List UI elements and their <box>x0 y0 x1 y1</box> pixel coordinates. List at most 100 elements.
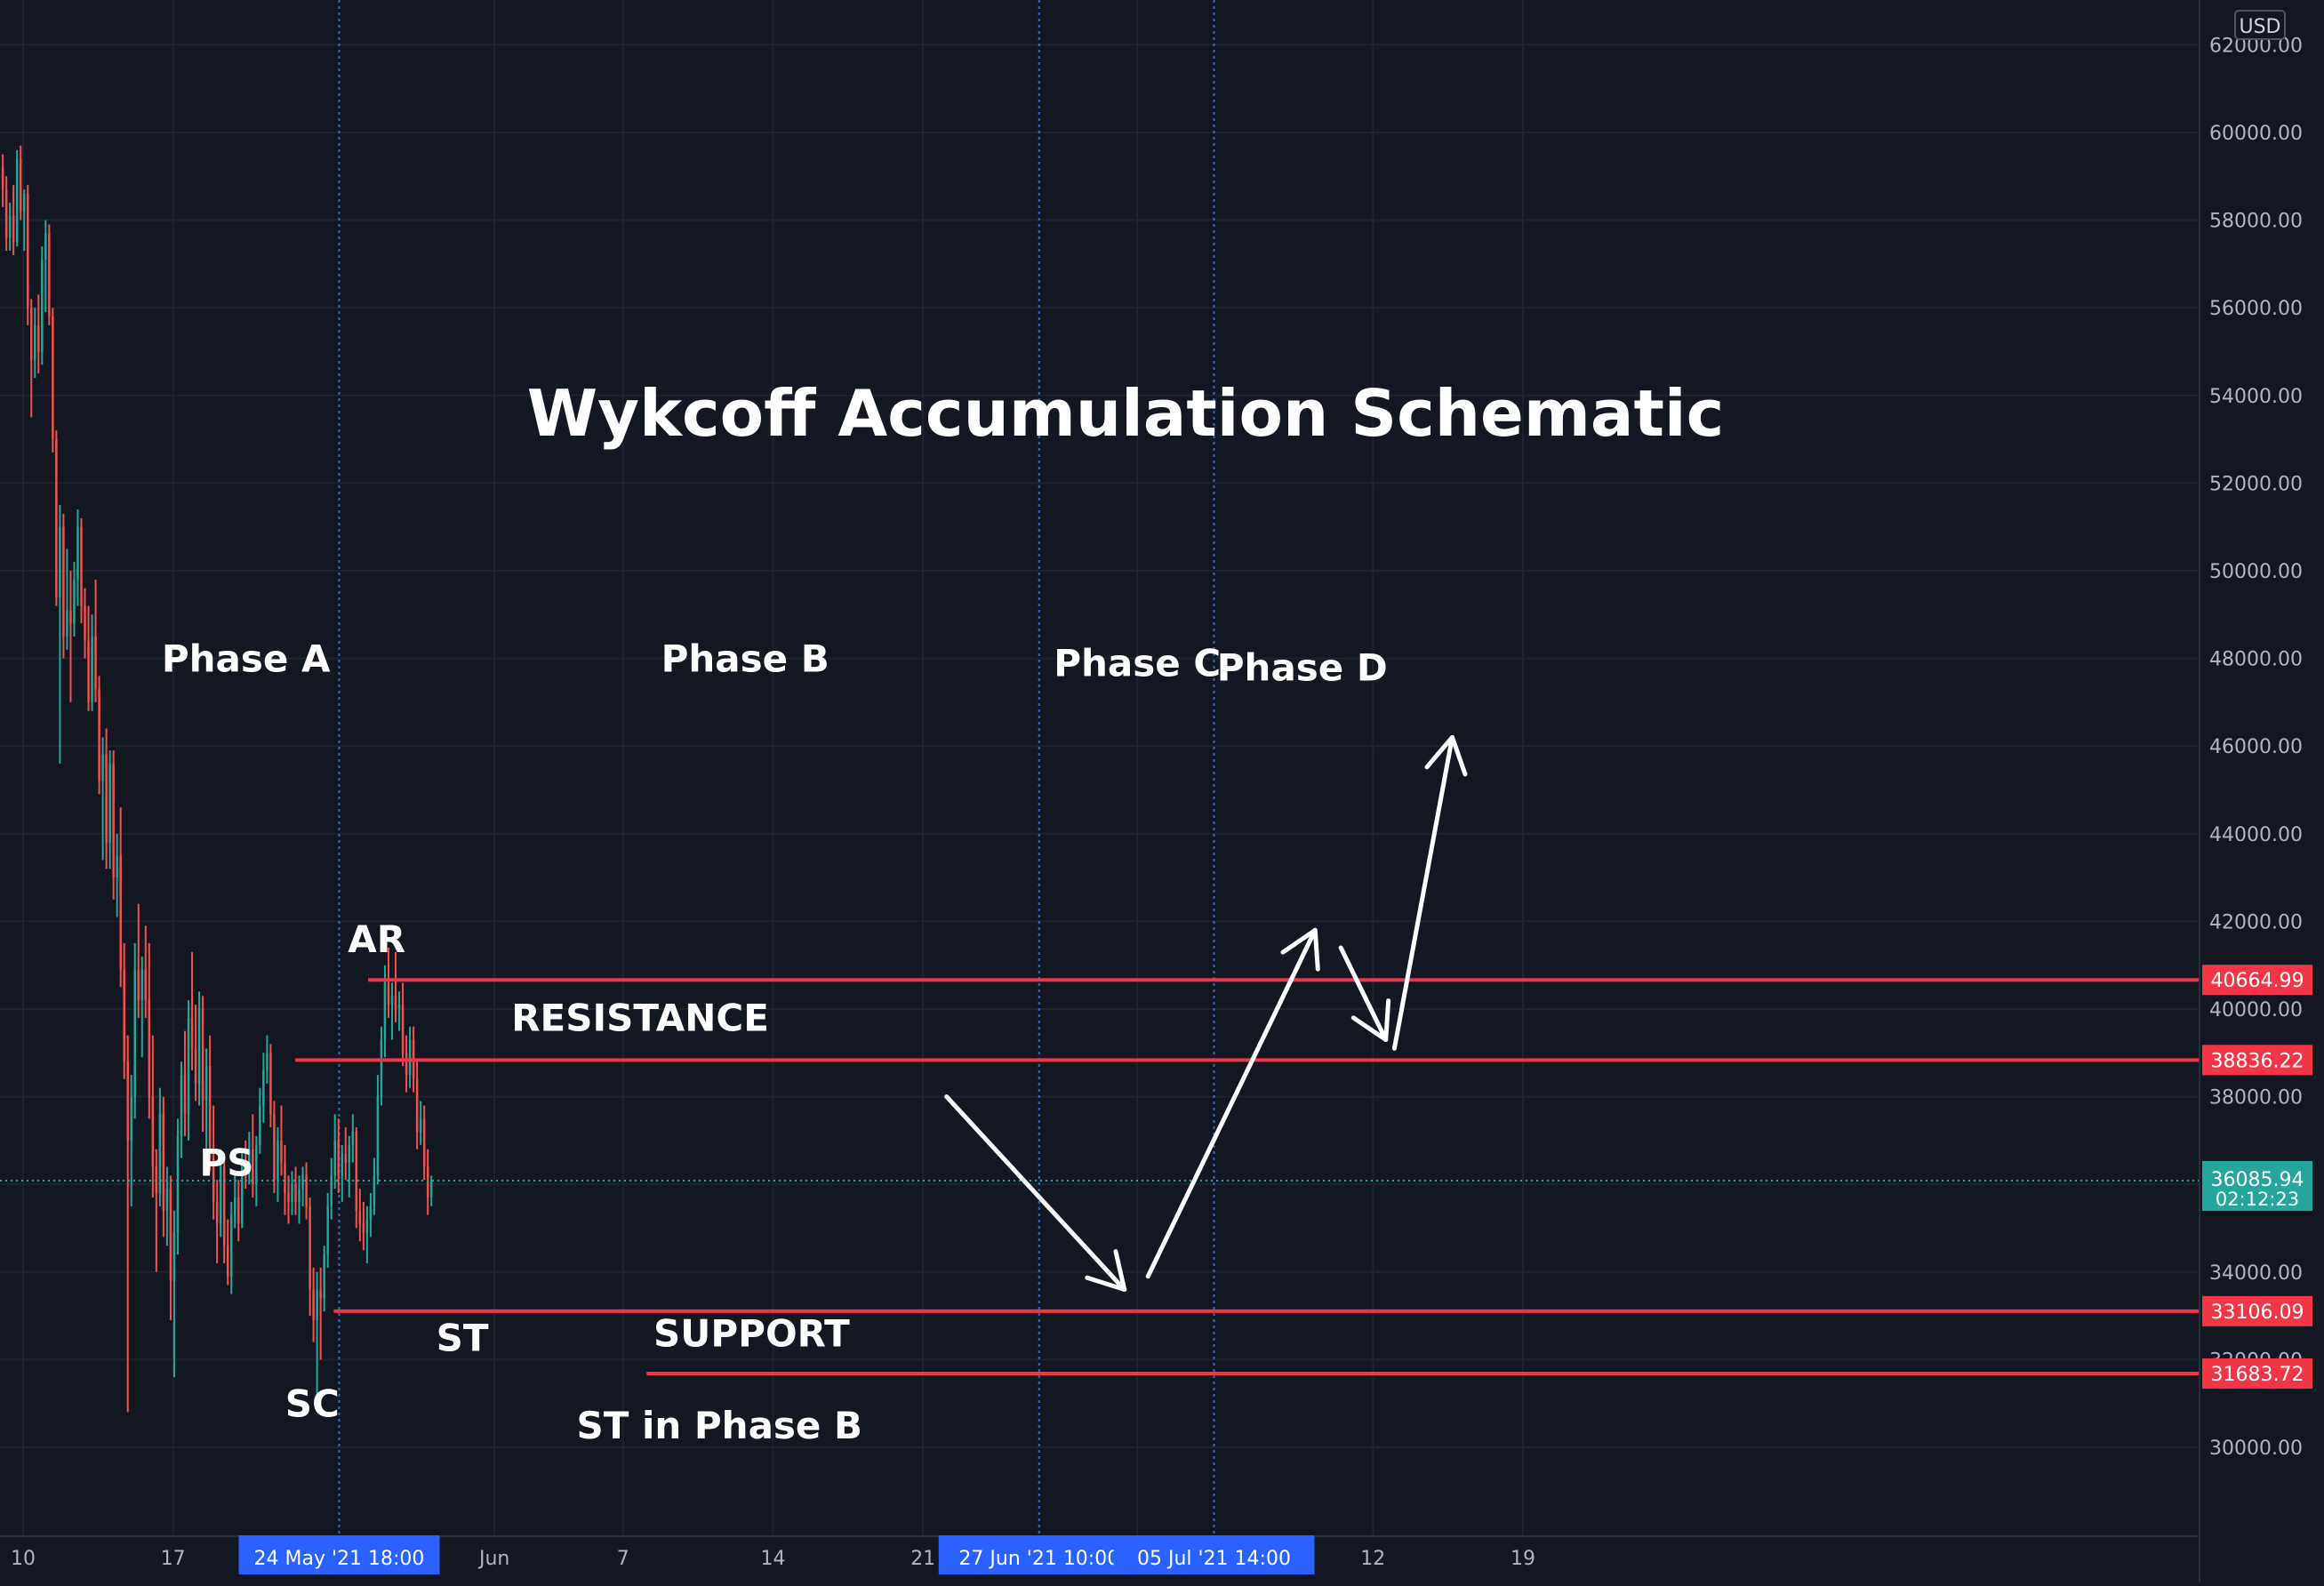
candle-body <box>280 1140 283 1163</box>
y-tick-label: 56000.00 <box>2209 298 2303 320</box>
candle-body <box>140 969 144 1001</box>
candle-body <box>204 1066 208 1101</box>
candle-body <box>194 1048 197 1084</box>
candle-body <box>4 189 8 238</box>
candle-body <box>84 605 86 641</box>
candle-body <box>309 1206 311 1290</box>
candle-body <box>284 1162 286 1194</box>
candle-body <box>362 1223 365 1233</box>
candle-body <box>259 1105 261 1145</box>
candle-body <box>41 259 44 352</box>
candle-body <box>101 755 104 781</box>
candle-body <box>180 1074 183 1136</box>
y-tick-label: 30000.00 <box>2209 1438 2303 1460</box>
candle-body <box>348 1144 351 1163</box>
candle-body <box>137 969 140 1001</box>
candle-body <box>298 1189 301 1202</box>
price-level-badge <box>2202 1358 2312 1389</box>
candle-body <box>37 324 40 352</box>
horizontal-levels <box>295 978 2200 1375</box>
y-tick-label: 38000.00 <box>2209 1087 2303 1109</box>
annotation-label: ST <box>437 1317 489 1360</box>
y-tick-label: 58000.00 <box>2209 211 2303 233</box>
candle-body <box>108 763 111 843</box>
arrow-shaft <box>1338 945 1389 1043</box>
candle-body <box>158 1114 162 1194</box>
candle-body <box>380 1039 383 1097</box>
candle-body <box>405 1053 408 1075</box>
candle-body <box>44 233 47 260</box>
annotation-label: Phase D <box>1217 645 1388 689</box>
y-tick-label: 48000.00 <box>2209 649 2303 671</box>
time-marker-badge <box>938 1535 1140 1574</box>
y-tick-label: 42000.00 <box>2209 911 2303 933</box>
current-price-badge <box>2202 1160 2312 1211</box>
candle-body <box>59 526 61 597</box>
candle-body <box>248 1149 251 1172</box>
candle-body <box>69 610 72 624</box>
candle-body <box>401 1005 405 1053</box>
candle-body <box>351 1132 355 1145</box>
candle-body <box>376 1096 380 1176</box>
candle-body <box>383 982 387 1040</box>
candle-body <box>333 1140 336 1176</box>
candle-body <box>337 1140 340 1176</box>
candle-body <box>123 969 125 1062</box>
candle-body <box>55 439 58 597</box>
annotation-label: SC <box>285 1382 340 1425</box>
candle-body <box>15 158 19 243</box>
candle-body <box>373 1175 376 1206</box>
candle-body <box>397 1005 401 1009</box>
candle-body <box>26 194 29 308</box>
time-marker-label: 27 Jun '21 10:00 <box>958 1548 1119 1570</box>
candle-body <box>73 579 76 624</box>
currency-badge[interactable]: USD <box>2234 10 2286 40</box>
candle-body <box>8 215 12 238</box>
candle-body <box>48 233 51 317</box>
price-level-badge <box>2202 965 2312 996</box>
candle-body <box>94 636 97 690</box>
annotation-label: RESISTANCE <box>511 997 769 1040</box>
candle-body <box>330 1175 333 1206</box>
price-level-label: 33106.09 <box>2211 1302 2304 1324</box>
candle-body <box>287 1193 290 1202</box>
arrow-head <box>1085 1249 1127 1293</box>
price-level-badge <box>2202 1045 2312 1076</box>
candle-body <box>387 982 390 1005</box>
candle-body <box>215 1201 219 1224</box>
y-tick-label: 50000.00 <box>2209 561 2303 583</box>
grid-lines <box>0 0 2200 1536</box>
annotation-label: ST in Phase B <box>576 1404 862 1447</box>
price-level-label: 38836.22 <box>2211 1050 2304 1072</box>
candle-body <box>165 1189 169 1211</box>
candle-body <box>326 1206 329 1255</box>
candle-body <box>241 1162 244 1224</box>
y-tick-label: 34000.00 <box>2209 1262 2303 1285</box>
x-tick-label: Jun <box>477 1548 509 1570</box>
candle-body <box>169 1189 172 1281</box>
price-axis[interactable]: 30000.0032000.0034000.0036000.0038000.00… <box>2199 0 2312 1582</box>
arrow-head <box>1424 734 1468 777</box>
candle-body <box>80 526 83 606</box>
annotation-label: Phase C <box>1054 641 1221 685</box>
candle-body <box>183 1074 187 1115</box>
annotation-texts: Wykcoff Accumulation Schematic Phase A Ph… <box>162 376 1724 1447</box>
arrow-shaft <box>1391 734 1455 1051</box>
chart-title: Wykcoff Accumulation Schematic <box>527 376 1725 451</box>
candle-body <box>226 1246 229 1277</box>
candle-body <box>151 1096 155 1167</box>
candle-body <box>1 167 4 190</box>
time-marker-badge <box>238 1535 440 1574</box>
candle-body <box>294 1184 297 1202</box>
candle-body <box>394 996 397 1009</box>
candle-body <box>62 526 65 637</box>
candle-body <box>369 1206 373 1220</box>
candle-body <box>19 158 22 212</box>
candle-body <box>390 996 394 1005</box>
candle-body <box>305 1175 308 1206</box>
candle-body <box>144 969 148 1001</box>
